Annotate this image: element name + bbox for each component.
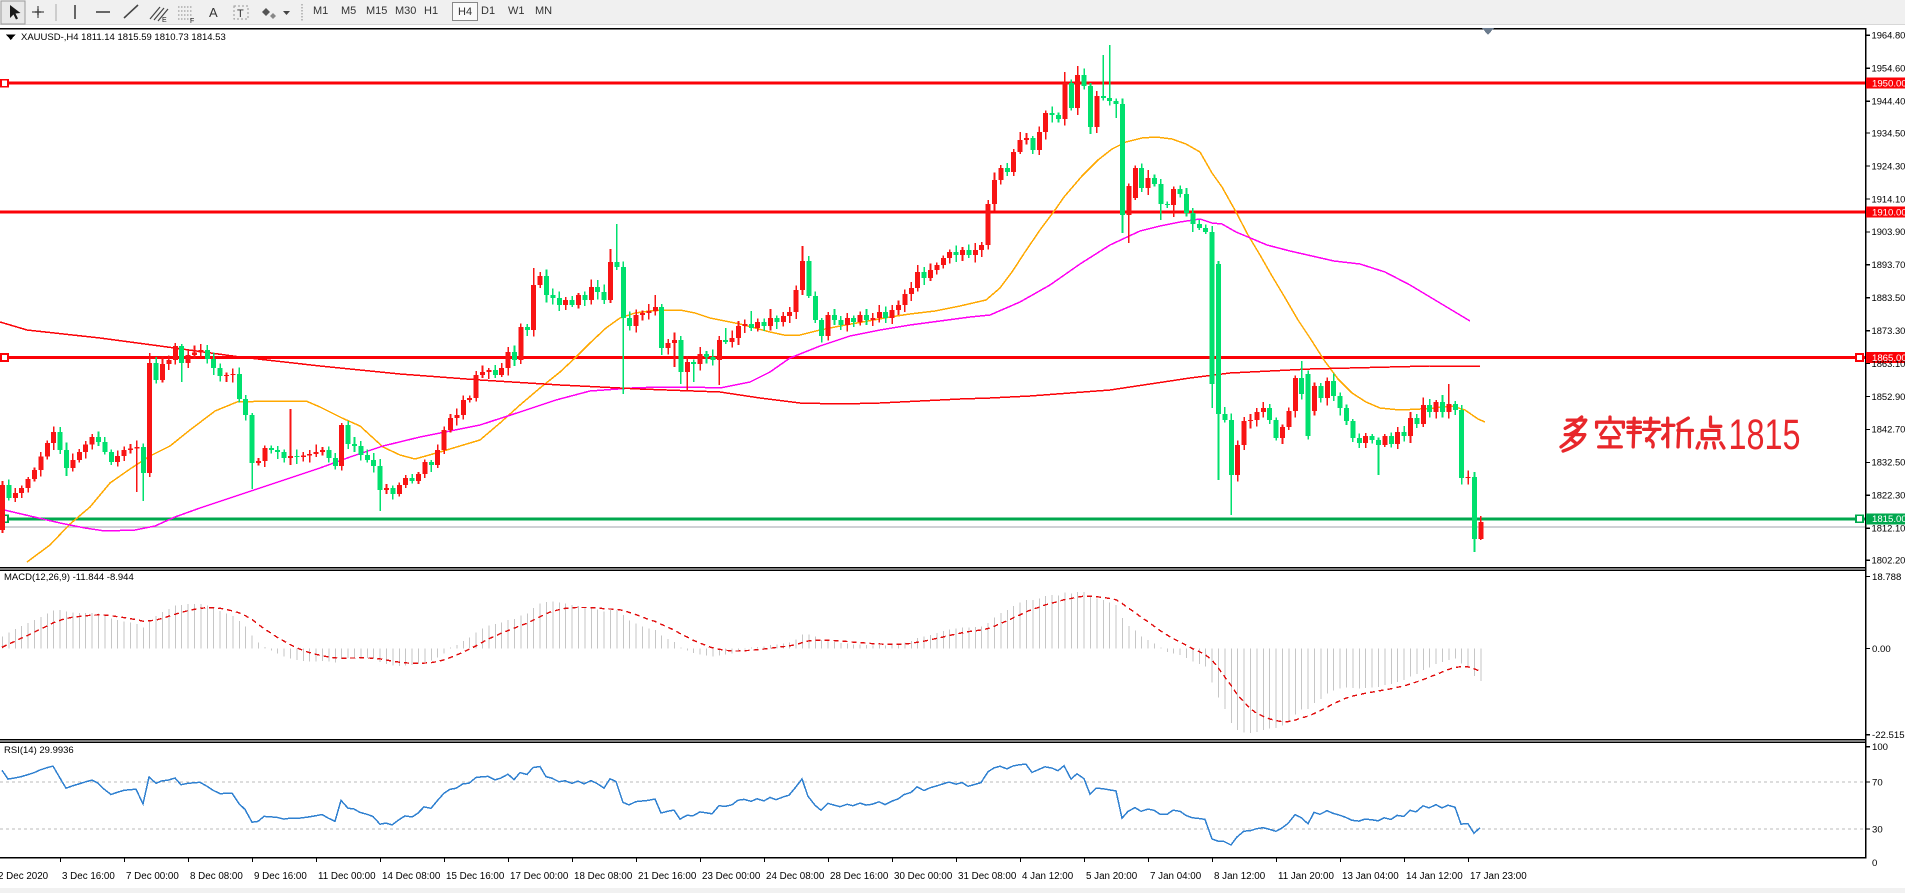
svg-text:9 Dec 16:00: 9 Dec 16:00 xyxy=(254,871,307,882)
svg-text:E: E xyxy=(162,17,167,24)
svg-text:4 Jan 12:00: 4 Jan 12:00 xyxy=(1022,871,1074,882)
svg-text:28 Dec 16:00: 28 Dec 16:00 xyxy=(830,871,889,882)
svg-text:70: 70 xyxy=(1872,777,1883,788)
svg-text:8 Jan 12:00: 8 Jan 12:00 xyxy=(1214,871,1266,882)
svg-text:1954.60: 1954.60 xyxy=(1872,63,1905,74)
svg-text:1893.70: 1893.70 xyxy=(1872,259,1905,270)
svg-text:A: A xyxy=(209,5,218,20)
svg-text:21 Dec 16:00: 21 Dec 16:00 xyxy=(638,871,697,882)
svg-text:1883.50: 1883.50 xyxy=(1872,292,1905,303)
svg-text:0.00: 0.00 xyxy=(1872,644,1891,655)
svg-text:18 Dec 08:00: 18 Dec 08:00 xyxy=(574,871,633,882)
svg-text:11 Jan 20:00: 11 Jan 20:00 xyxy=(1278,871,1334,882)
svg-text:30: 30 xyxy=(1872,824,1883,835)
svg-text:5 Jan 20:00: 5 Jan 20:00 xyxy=(1086,871,1138,882)
svg-text:1815: 1815 xyxy=(1729,411,1801,459)
svg-text:1924.30: 1924.30 xyxy=(1872,160,1905,171)
svg-text:14 Dec 08:00: 14 Dec 08:00 xyxy=(382,871,441,882)
svg-text:-22.515: -22.515 xyxy=(1872,730,1905,741)
svg-text:100: 100 xyxy=(1872,742,1888,753)
svg-text:18.788: 18.788 xyxy=(1872,572,1901,583)
svg-text:1950.00: 1950.00 xyxy=(1872,78,1905,89)
svg-text:1873.30: 1873.30 xyxy=(1872,325,1905,336)
svg-text:1914.10: 1914.10 xyxy=(1872,193,1905,204)
svg-text:F: F xyxy=(190,18,194,25)
svg-text:XAUUSD-,H4 1811.14 1815.59 18: XAUUSD-,H4 1811.14 1815.59 1810.73 1814.… xyxy=(21,32,226,43)
svg-text:24 Dec 08:00: 24 Dec 08:00 xyxy=(766,871,825,882)
svg-text:31 Dec 08:00: 31 Dec 08:00 xyxy=(958,871,1017,882)
svg-text:0: 0 xyxy=(1872,858,1877,869)
svg-text:1832.50: 1832.50 xyxy=(1872,457,1905,468)
svg-text:1852.90: 1852.90 xyxy=(1872,391,1905,402)
svg-text:11 Dec 00:00: 11 Dec 00:00 xyxy=(318,871,376,882)
svg-text:2 Dec 2020: 2 Dec 2020 xyxy=(0,871,49,882)
svg-text:1812.10: 1812.10 xyxy=(1872,523,1905,534)
svg-text:7 Jan 04:00: 7 Jan 04:00 xyxy=(1150,871,1202,882)
svg-text:13 Jan 04:00: 13 Jan 04:00 xyxy=(1342,871,1399,882)
svg-text:1964.80: 1964.80 xyxy=(1872,30,1905,41)
svg-text:1842.70: 1842.70 xyxy=(1872,424,1905,435)
svg-text:1802.20: 1802.20 xyxy=(1872,555,1905,566)
svg-text:1865.00: 1865.00 xyxy=(1872,353,1905,364)
svg-text:3 Dec 16:00: 3 Dec 16:00 xyxy=(62,871,115,882)
svg-text:15 Dec 16:00: 15 Dec 16:00 xyxy=(446,871,505,882)
svg-text:1903.90: 1903.90 xyxy=(1872,226,1905,237)
svg-text:1815.00: 1815.00 xyxy=(1872,514,1905,525)
svg-text:1863.10: 1863.10 xyxy=(1872,358,1905,369)
svg-text:1934.50: 1934.50 xyxy=(1872,127,1905,138)
svg-text:1944.40: 1944.40 xyxy=(1872,96,1905,107)
svg-text:23 Dec 00:00: 23 Dec 00:00 xyxy=(702,871,761,882)
svg-text:1822.30: 1822.30 xyxy=(1872,490,1905,501)
svg-text:MACD(12,26,9) -11.844 -8.944: MACD(12,26,9) -11.844 -8.944 xyxy=(4,572,134,583)
svg-text:T: T xyxy=(237,8,244,20)
svg-text:1910.00: 1910.00 xyxy=(1872,208,1905,219)
svg-text:7 Dec 00:00: 7 Dec 00:00 xyxy=(126,871,179,882)
svg-text:17 Dec 00:00: 17 Dec 00:00 xyxy=(510,871,569,882)
svg-text:30 Dec 00:00: 30 Dec 00:00 xyxy=(894,871,953,882)
svg-text:17 Jan 23:00: 17 Jan 23:00 xyxy=(1470,871,1527,882)
svg-text:RSI(14) 29.9936: RSI(14) 29.9936 xyxy=(4,745,74,756)
svg-text:8 Dec 08:00: 8 Dec 08:00 xyxy=(190,871,243,882)
svg-text:14 Jan 12:00: 14 Jan 12:00 xyxy=(1406,871,1463,882)
